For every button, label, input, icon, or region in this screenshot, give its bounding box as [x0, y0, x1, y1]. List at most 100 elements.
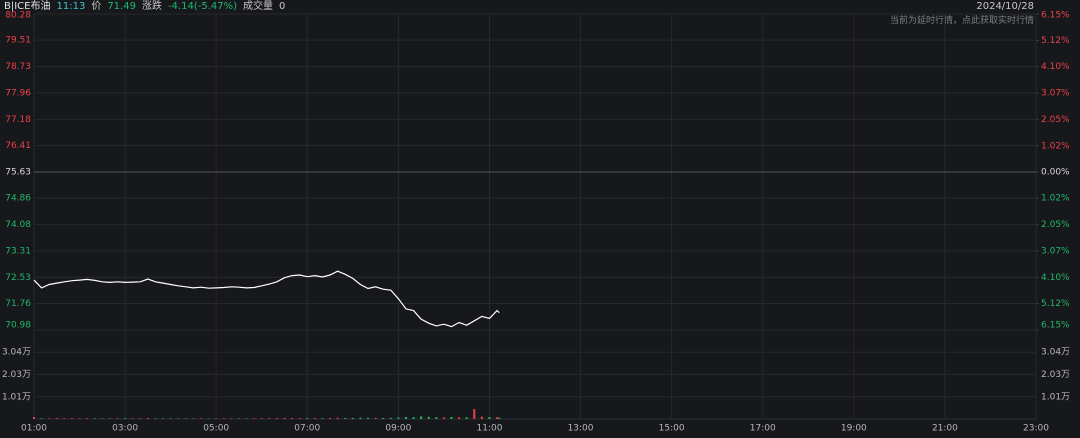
x-tick-label: 09:00 — [385, 424, 411, 434]
volume-bar — [382, 417, 385, 419]
y-tick-label: 74.86 — [5, 194, 31, 204]
volume-bar — [420, 416, 423, 419]
volume-bar — [146, 418, 149, 419]
header: B|ICE布油 11:13 价 71.49 涨跌 -4.14(-5.47%) 成交量 0 — [4, 0, 291, 14]
volume-tick-label: 1.01万 — [1041, 392, 1070, 402]
change: -4.14(-5.47%) — [167, 1, 238, 12]
volume-bar — [260, 418, 263, 419]
y2-tick-label: 2.05% — [1041, 115, 1070, 125]
y2-tick-label: 6.15% — [1041, 11, 1070, 21]
y-tick-label: 76.41 — [5, 141, 31, 151]
time: 11:13 — [56, 1, 86, 12]
volume-bar — [86, 418, 89, 419]
price-label: 价 — [91, 1, 102, 12]
volume-bar — [427, 416, 430, 419]
x-tick-label: 01:00 — [21, 424, 47, 434]
volume-tick-label: 2.03万 — [1041, 370, 1070, 380]
volume-label: 成交量 — [243, 1, 274, 12]
x-tick-label: 05:00 — [203, 424, 229, 434]
volume-bar — [124, 418, 127, 419]
volume-bar — [412, 417, 415, 419]
volume-bar — [169, 418, 172, 419]
volume-bar — [63, 418, 66, 419]
volume-bar — [275, 418, 278, 419]
volume-bar — [298, 418, 301, 419]
volume-bar — [283, 418, 286, 419]
volume-bar — [389, 417, 392, 419]
volume-bar — [184, 418, 187, 419]
y2-tick-label: 2.05% — [1041, 220, 1070, 230]
price-line — [33, 270, 500, 328]
volume-bar — [253, 418, 256, 419]
price: 71.49 — [107, 1, 136, 12]
volume-bar — [351, 417, 354, 419]
y-tick-label: 70.98 — [5, 321, 31, 331]
volume-bar — [374, 417, 377, 419]
y-tick-label: 73.31 — [5, 246, 31, 256]
y-tick-label: 74.08 — [5, 220, 31, 230]
y2-tick-label: 1.02% — [1041, 141, 1070, 151]
volume-bar — [367, 417, 369, 419]
x-tick-label: 15:00 — [659, 424, 685, 434]
volume-bar — [442, 417, 445, 419]
y2-tick-label: 3.07% — [1041, 246, 1070, 256]
volume-tick-label: 1.01万 — [2, 392, 31, 402]
volume-bar — [321, 418, 324, 419]
volume-bar — [33, 417, 35, 419]
volume-tick-label: 3.04万 — [2, 348, 31, 358]
volume-bar — [488, 417, 491, 419]
y2-tick-label: 4.10% — [1041, 62, 1070, 72]
y-tick-label: 71.76 — [5, 299, 31, 309]
y2-tick-label: 5.12% — [1041, 299, 1070, 309]
y2-tick-label: 1.02% — [1041, 194, 1070, 204]
plot-frame — [33, 13, 1037, 420]
volume-bar — [55, 418, 58, 419]
volume-bar — [313, 418, 316, 419]
x-tick-label: 21:00 — [932, 424, 958, 434]
volume-bar — [108, 418, 111, 419]
volume-bar — [154, 418, 157, 419]
volume-tick-label: 2.03万 — [2, 370, 31, 380]
volume-bar — [215, 418, 218, 419]
x-tick-label: 23:00 — [1023, 424, 1049, 434]
volume-bar — [397, 417, 400, 419]
volume-bar — [458, 417, 461, 419]
volume-bar — [473, 409, 476, 419]
volume-bar — [450, 417, 453, 419]
delay-notice[interactable]: 当前为延时行情，点此获取实时行情 — [889, 16, 1034, 26]
volume-bar — [78, 418, 81, 419]
symbol: B|ICE布油 — [4, 1, 51, 12]
volume-bar — [230, 418, 233, 419]
y2-tick-label: 0.00% — [1041, 168, 1070, 178]
volume-bar — [435, 417, 438, 419]
y-tick-label: 72.53 — [5, 273, 31, 283]
volume-bar — [40, 418, 43, 419]
volume-bar — [291, 418, 294, 419]
volume-bar — [498, 417, 501, 419]
x-tick-label: 13:00 — [568, 424, 594, 434]
volume-bar — [336, 417, 339, 419]
volume-bar — [268, 418, 271, 419]
y-tick-label: 79.51 — [5, 36, 31, 46]
volume-bar — [480, 416, 483, 419]
volume-bar — [465, 417, 468, 419]
volume-bar — [162, 418, 165, 419]
volume-bar — [192, 418, 195, 419]
x-tick-label: 11:00 — [476, 424, 502, 434]
volume-bar — [131, 418, 134, 419]
volume-bar — [200, 418, 202, 419]
y2-tick-label: 3.07% — [1041, 89, 1070, 99]
y-tick-label: 77.18 — [5, 115, 31, 125]
volume-bar — [237, 418, 240, 419]
volume-bar — [93, 418, 96, 419]
y-tick-label: 77.96 — [5, 88, 31, 98]
y-tick-label: 75.63 — [5, 168, 31, 178]
y2-tick-label: 5.12% — [1041, 36, 1070, 46]
x-tick-label: 19:00 — [841, 424, 867, 434]
volume-bar — [344, 418, 347, 419]
x-tick-label: 07:00 — [294, 424, 320, 434]
volume-bar — [139, 418, 142, 419]
volume-bar — [101, 418, 104, 419]
